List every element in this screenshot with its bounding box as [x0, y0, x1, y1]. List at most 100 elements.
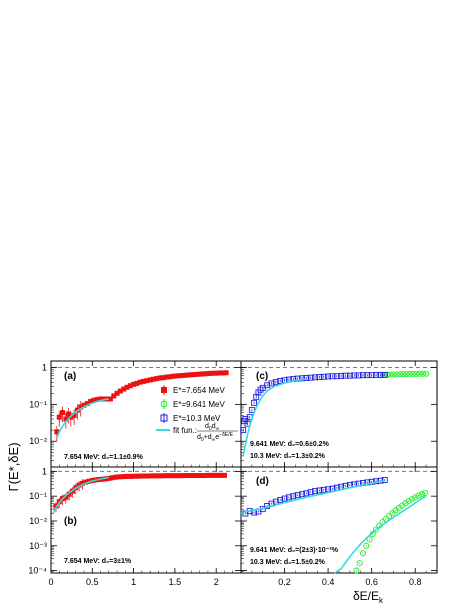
data-point	[139, 473, 145, 479]
panel-c	[240, 360, 438, 468]
data-point	[325, 373, 332, 380]
data-point	[406, 370, 413, 377]
data-point	[172, 473, 178, 479]
data-point	[65, 411, 71, 417]
data-point	[129, 473, 135, 479]
data-point	[174, 373, 180, 379]
x-tick-label: 2	[214, 577, 219, 587]
data-point	[251, 399, 258, 406]
data-point	[203, 371, 209, 377]
plot-frame	[240, 466, 438, 574]
data-point	[421, 489, 429, 496]
data-point	[198, 473, 204, 479]
data-point	[285, 494, 292, 501]
data-point	[363, 542, 370, 549]
legend-label-7654: E*=7.654 MeV	[173, 386, 225, 395]
data-point	[121, 386, 127, 392]
data-point	[316, 487, 323, 494]
y-tick-label: 10⁻²	[29, 516, 47, 526]
legend-fit-label: fit fun.:	[173, 426, 197, 435]
data-point	[177, 373, 183, 379]
legend-entry-9641: E*=9.641 MeV	[160, 399, 225, 409]
x-tick-label: 1.5	[169, 577, 182, 587]
data-point	[122, 474, 128, 480]
data-point	[107, 396, 113, 402]
y-tick-label: 10⁻¹	[29, 399, 47, 409]
data-point	[373, 371, 379, 378]
data-point	[333, 373, 340, 380]
data-point	[192, 473, 198, 479]
data-point	[83, 479, 89, 485]
data-point	[79, 480, 85, 486]
data-point	[368, 478, 375, 485]
data-point	[212, 472, 218, 478]
data-point	[60, 410, 66, 416]
x-tick-label: 1	[131, 577, 136, 587]
data-point	[179, 473, 185, 479]
data-point	[183, 372, 189, 378]
data-point	[63, 416, 69, 422]
data-point	[66, 491, 72, 497]
data-point	[299, 375, 305, 382]
data-point	[117, 388, 123, 394]
data-point	[147, 377, 153, 383]
data-point	[91, 397, 97, 403]
data-point	[169, 473, 175, 479]
data-point	[150, 376, 156, 382]
data-point	[127, 383, 133, 389]
data-point	[264, 382, 271, 389]
data-point	[355, 372, 362, 379]
data-point	[303, 490, 310, 497]
data-point	[195, 473, 201, 479]
data-point	[281, 495, 288, 502]
data-point	[53, 503, 59, 509]
data-point	[396, 371, 404, 378]
data-point	[412, 494, 419, 501]
panel-a-annotation: 7.654 MeV: d₀=1.1±0.9%	[64, 454, 144, 461]
data-point	[154, 376, 160, 382]
data-point	[351, 372, 358, 379]
data-point	[218, 472, 224, 478]
data-point	[54, 429, 60, 435]
data-point	[312, 374, 318, 381]
data-point	[359, 550, 367, 557]
fit-curve	[51, 476, 109, 514]
data-point	[159, 473, 165, 479]
data-point	[63, 494, 69, 500]
x-tick-label: 0.6	[365, 577, 378, 587]
data-point	[126, 473, 132, 479]
data-point	[170, 373, 176, 379]
data-point	[360, 372, 366, 379]
data-point	[106, 475, 112, 481]
data-point	[368, 372, 375, 379]
data-point	[329, 373, 336, 380]
panel-d: 0.2 0.4 0.6 0.8	[240, 466, 438, 587]
data-point	[277, 378, 284, 384]
legend-fit-numerator: d0d∞	[205, 423, 220, 432]
data-point	[81, 402, 87, 408]
data-point	[200, 371, 206, 377]
data-point	[393, 371, 400, 378]
data-point	[213, 370, 219, 376]
data-point	[175, 473, 181, 479]
legend-label-9641: E*=9.641 MeV	[173, 400, 225, 409]
x-tick-label: 0.5	[86, 577, 99, 587]
y-tick-label: 10⁻²	[29, 436, 47, 446]
data-point	[290, 493, 297, 500]
data-point	[316, 374, 323, 381]
data-point	[155, 473, 161, 479]
y-tick-label: 10⁻⁴	[28, 566, 47, 576]
data-point	[114, 390, 120, 396]
data-point	[84, 401, 90, 407]
data-point	[210, 370, 216, 376]
data-point	[277, 497, 284, 503]
data-point	[220, 370, 226, 376]
data-point	[307, 374, 314, 381]
data-point	[419, 370, 426, 377]
data-point	[136, 473, 142, 479]
legend-entry-fit: fit fun.: d0d∞ d0+d∞e−δE/E	[156, 423, 238, 443]
data-point	[188, 473, 194, 479]
y-tick-label: 1	[42, 466, 47, 476]
data-point	[320, 486, 327, 493]
